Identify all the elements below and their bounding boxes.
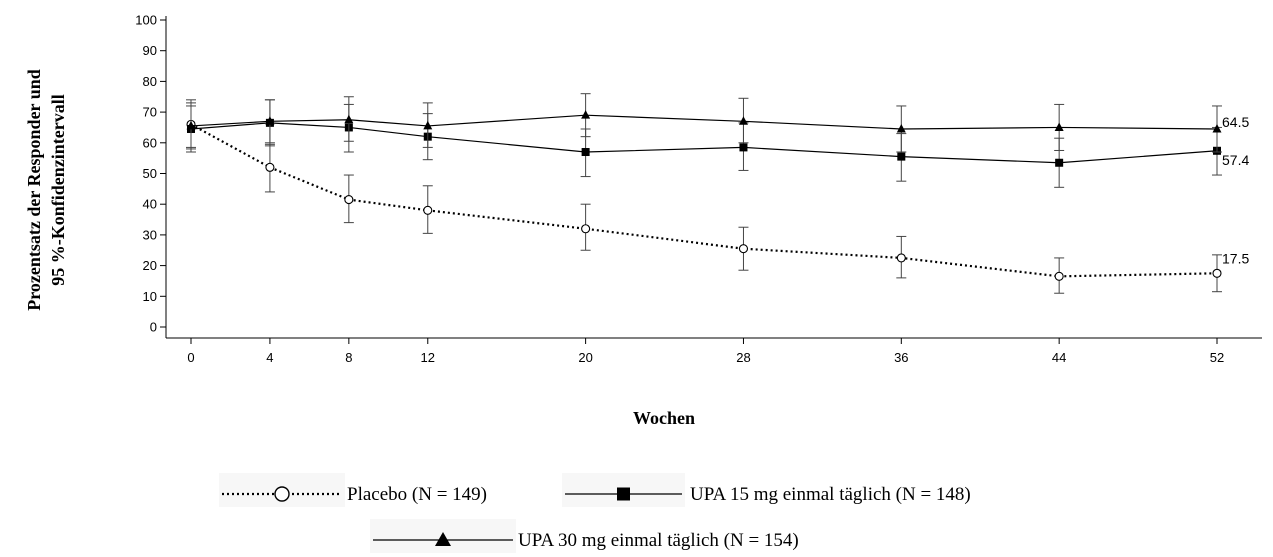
data-point — [581, 224, 591, 234]
y-tick-label: 60 — [143, 135, 157, 150]
legend-label: UPA 15 mg einmal täglich (N = 148) — [690, 484, 971, 505]
x-tick-label: 4 — [266, 350, 273, 365]
data-point — [581, 148, 590, 157]
x-tick-label: 36 — [894, 350, 908, 365]
x-tick-label: 0 — [187, 350, 194, 365]
legend-marker — [435, 532, 451, 546]
legend-label: Placebo (N = 149) — [347, 484, 487, 505]
end-value-label: 64.5 — [1222, 114, 1249, 130]
legend-item-2: UPA 30 mg einmal täglich (N = 154) — [370, 519, 799, 553]
y-tick-label: 0 — [150, 320, 157, 335]
y-tick-label: 10 — [143, 289, 157, 304]
x-axis-label: Wochen — [633, 408, 695, 428]
y-tick-label: 50 — [143, 166, 157, 181]
y-tick-label: 90 — [143, 43, 157, 58]
y-tick-label: 30 — [143, 227, 157, 242]
data-point — [896, 123, 906, 133]
x-tick-label: 52 — [1210, 350, 1224, 365]
data-point — [423, 205, 433, 215]
x-tick-label: 28 — [736, 350, 750, 365]
data-point — [739, 143, 748, 152]
data-point — [738, 116, 748, 125]
x-tick-label: 44 — [1052, 350, 1066, 365]
legend: Placebo (N = 149) UPA 15 mg einmal täglic… — [219, 473, 971, 553]
legend-item-1: UPA 15 mg einmal täglich (N = 148) — [562, 473, 971, 507]
data-point — [1054, 271, 1064, 281]
y-tick-label: 20 — [143, 258, 157, 273]
plot-area: 64.5 57.4 17.5 — [186, 93, 1249, 294]
data-point — [1212, 268, 1222, 278]
y-axis-label-line1: Prozentsatz der Responder und — [24, 69, 44, 311]
data-point — [265, 162, 275, 172]
y-tick-label: 40 — [143, 197, 157, 212]
end-value-label: 17.5 — [1222, 250, 1249, 266]
data-point — [423, 120, 433, 130]
y-tick-label: 70 — [143, 105, 157, 120]
data-point — [186, 120, 196, 130]
y-axis-label-line2: 95 %-Konfidenzintervall — [48, 94, 68, 286]
series-0 — [186, 102, 1222, 294]
data-point — [1054, 122, 1064, 131]
series-2 — [186, 93, 1222, 153]
data-point — [1055, 158, 1064, 167]
data-point — [581, 110, 591, 119]
data-point — [1212, 123, 1222, 133]
legend-item-0: Placebo (N = 149) — [219, 473, 487, 507]
legend-label: UPA 30 mg einmal täglich (N = 154) — [518, 530, 799, 551]
data-point — [738, 244, 749, 254]
x-tick-label: 12 — [421, 350, 435, 365]
x-tick-label: 8 — [345, 350, 352, 365]
legend-marker — [617, 487, 630, 501]
axes: 0 10 20 30 40 50 60 70 80 90 100 0 4 8 12 20 28 36 44 52 — [135, 13, 1262, 365]
data-point — [344, 114, 354, 124]
series-1 — [186, 99, 1222, 188]
data-point — [265, 116, 275, 125]
data-point — [897, 152, 906, 161]
data-point — [896, 253, 906, 263]
x-tick-label: 20 — [578, 350, 592, 365]
end-value-label: 57.4 — [1222, 152, 1249, 168]
series-line — [190, 123, 1218, 278]
data-point — [344, 195, 354, 205]
legend-marker — [274, 486, 290, 502]
y-tick-label: 80 — [143, 74, 157, 89]
y-tick-label: 100 — [135, 13, 157, 28]
